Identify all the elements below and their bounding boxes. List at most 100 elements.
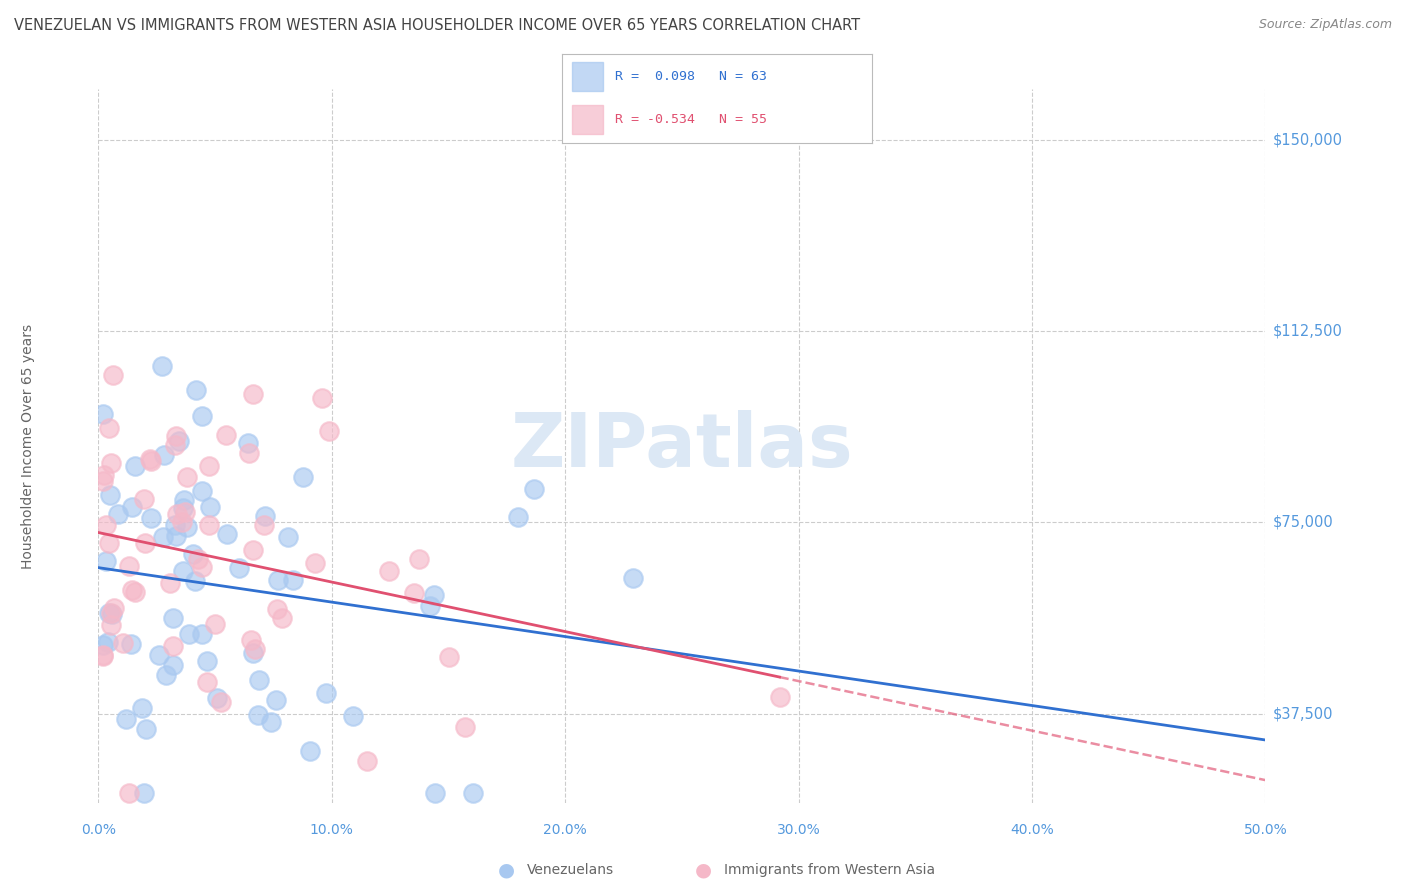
- Point: [195, 654, 218, 668]
- Point: [162, 639, 184, 653]
- Point: [266, 693, 288, 707]
- Point: [132, 492, 155, 507]
- Point: [139, 454, 162, 468]
- Point: [253, 517, 276, 532]
- Point: [132, 786, 155, 800]
- Point: [191, 626, 214, 640]
- Point: [423, 588, 446, 602]
- Point: [242, 387, 264, 401]
- Text: ●: ●: [498, 860, 515, 880]
- Point: [198, 500, 221, 515]
- Point: [454, 721, 477, 735]
- Text: $75,000: $75,000: [1272, 515, 1333, 530]
- Point: [356, 755, 378, 769]
- Point: [318, 424, 340, 438]
- Point: [179, 627, 201, 641]
- Point: [238, 445, 260, 459]
- Point: [299, 744, 322, 758]
- Point: [118, 558, 141, 573]
- Point: [463, 786, 485, 800]
- Text: $112,500: $112,500: [1272, 324, 1343, 339]
- Point: [91, 648, 114, 662]
- Text: 50.0%: 50.0%: [1243, 823, 1288, 838]
- Bar: [572, 62, 603, 91]
- Text: R =  0.098   N = 63: R = 0.098 N = 63: [614, 70, 768, 83]
- Point: [107, 507, 129, 521]
- Point: [195, 674, 218, 689]
- Text: Source: ZipAtlas.com: Source: ZipAtlas.com: [1258, 18, 1392, 31]
- Point: [246, 708, 269, 723]
- Point: [101, 607, 124, 621]
- Point: [423, 786, 446, 800]
- Point: [100, 606, 122, 620]
- Point: [172, 564, 194, 578]
- Point: [228, 561, 250, 575]
- Point: [281, 573, 304, 587]
- Point: [181, 547, 204, 561]
- Point: [315, 686, 337, 700]
- Point: [402, 586, 425, 600]
- Point: [152, 449, 174, 463]
- Point: [197, 517, 219, 532]
- Point: [94, 517, 117, 532]
- Point: [94, 554, 117, 568]
- Point: [124, 584, 146, 599]
- Point: [621, 571, 644, 585]
- Point: [98, 488, 121, 502]
- Point: [124, 459, 146, 474]
- Point: [148, 648, 170, 662]
- Point: [165, 529, 187, 543]
- Point: [419, 599, 441, 613]
- Point: [342, 709, 364, 723]
- Point: [167, 434, 190, 449]
- Point: [266, 602, 288, 616]
- Text: 0.0%: 0.0%: [82, 823, 115, 838]
- Point: [768, 690, 790, 705]
- Point: [162, 610, 184, 624]
- Point: [191, 409, 214, 423]
- Point: [141, 510, 163, 524]
- Point: [267, 573, 290, 587]
- Text: 30.0%: 30.0%: [776, 823, 821, 838]
- Point: [437, 649, 460, 664]
- Point: [97, 421, 120, 435]
- Point: [121, 500, 143, 515]
- Point: [184, 574, 207, 589]
- Point: [165, 517, 187, 532]
- Point: [91, 648, 114, 663]
- Point: [176, 519, 198, 533]
- Point: [91, 474, 114, 488]
- Point: [121, 582, 143, 597]
- Point: [172, 500, 194, 515]
- Point: [165, 429, 187, 443]
- Text: ●: ●: [695, 860, 711, 880]
- Text: VENEZUELAN VS IMMIGRANTS FROM WESTERN ASIA HOUSEHOLDER INCOME OVER 65 YEARS CORR: VENEZUELAN VS IMMIGRANTS FROM WESTERN AS…: [14, 18, 860, 33]
- Point: [97, 535, 120, 549]
- Point: [103, 600, 125, 615]
- Point: [103, 368, 125, 383]
- Point: [378, 564, 401, 578]
- Text: ZIPatlas: ZIPatlas: [510, 409, 853, 483]
- Point: [135, 722, 157, 736]
- Point: [139, 451, 162, 466]
- Point: [93, 468, 115, 483]
- Point: [118, 786, 141, 800]
- Point: [166, 507, 188, 521]
- Point: [174, 505, 197, 519]
- Point: [238, 435, 260, 450]
- Text: Venezuelans: Venezuelans: [527, 863, 614, 877]
- Point: [271, 611, 294, 625]
- Point: [523, 483, 546, 497]
- Point: [240, 632, 263, 647]
- Point: [292, 470, 315, 484]
- Point: [134, 536, 156, 550]
- Point: [150, 359, 173, 373]
- Point: [207, 690, 229, 705]
- Point: [215, 428, 238, 442]
- Bar: [572, 105, 603, 134]
- Point: [277, 530, 299, 544]
- Point: [508, 510, 530, 524]
- Point: [97, 635, 120, 649]
- Point: [173, 492, 195, 507]
- Point: [260, 714, 283, 729]
